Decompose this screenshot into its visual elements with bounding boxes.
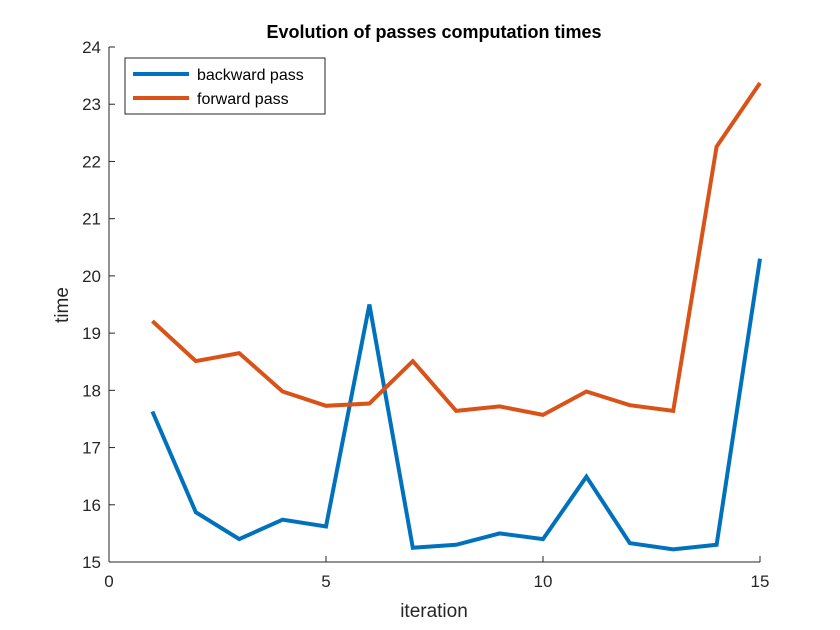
x-tick-label: 10 bbox=[534, 572, 553, 591]
x-axis-label: iteration bbox=[400, 601, 468, 622]
y-tick-label: 18 bbox=[82, 381, 101, 400]
y-tick-label: 22 bbox=[82, 152, 101, 171]
x-tick-label: 15 bbox=[751, 572, 770, 591]
legend-label-forward-pass: forward pass bbox=[197, 91, 289, 108]
y-axis-label: time bbox=[52, 287, 73, 323]
series-line-forward-pass bbox=[151, 81, 762, 418]
legend: backward pass forward pass bbox=[124, 57, 326, 115]
legend-label-backward-pass: backward pass bbox=[197, 67, 304, 84]
y-tick-label: 16 bbox=[82, 496, 101, 515]
chart-title: Evolution of passes computation times bbox=[266, 22, 601, 42]
y-tick-label: 21 bbox=[82, 210, 101, 229]
series-layer bbox=[150, 81, 762, 552]
x-tick-label: 5 bbox=[321, 572, 330, 591]
y-tick-label: 19 bbox=[82, 324, 101, 343]
y-tick-label: 17 bbox=[82, 439, 101, 458]
y-tick-label: 24 bbox=[82, 38, 101, 57]
y-tick-label: 15 bbox=[82, 553, 101, 572]
x-tick-label: 0 bbox=[104, 572, 113, 591]
legend-box bbox=[124, 57, 326, 115]
plot-area bbox=[109, 47, 760, 562]
ticks-layer: 0 5 10 15 15 16 17 18 19 20 21 22 23 24 bbox=[82, 38, 769, 591]
axes-layer bbox=[108, 47, 760, 563]
y-tick-label: 20 bbox=[82, 267, 101, 286]
series-line-backward-pass bbox=[150, 258, 762, 552]
y-tick-label: 23 bbox=[82, 95, 101, 114]
